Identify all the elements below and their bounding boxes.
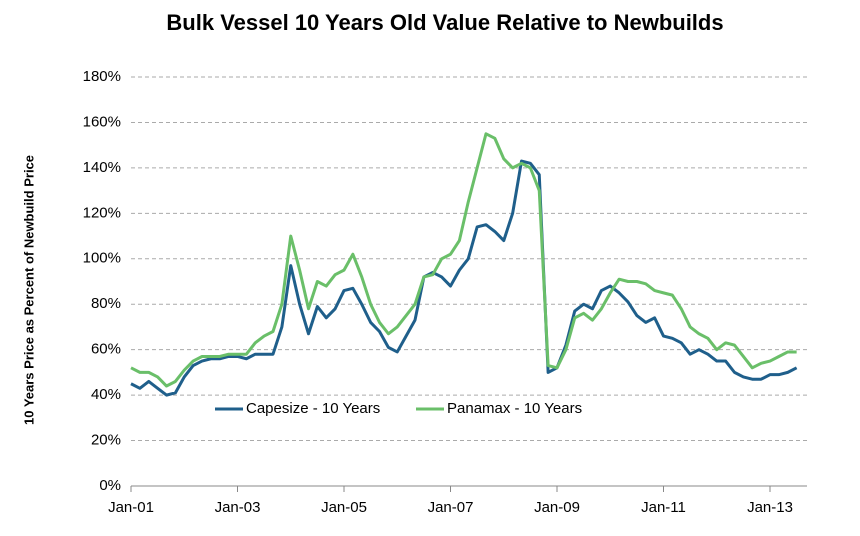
- y-tick-label: 180%: [83, 68, 121, 85]
- x-tick-label: Jan-05: [321, 499, 367, 516]
- x-tick-label: Jan-01: [108, 499, 154, 516]
- x-tick-label: Jan-11: [641, 499, 686, 516]
- chart-title: Bulk Vessel 10 Years Old Value Relative …: [166, 10, 723, 35]
- legend-label: Capesize - 10 Years: [246, 400, 380, 417]
- series-line: [130, 159, 798, 397]
- y-tick-label: 160%: [83, 113, 121, 130]
- y-tick-label: 60%: [91, 341, 121, 358]
- legend-label: Panamax - 10 Years: [447, 400, 582, 417]
- y-tick-label: 40%: [91, 386, 121, 403]
- y-tick-label: 140%: [83, 159, 121, 176]
- x-tick-label: Jan-09: [534, 499, 580, 516]
- y-tick-label: 20%: [91, 432, 121, 449]
- y-axis-label: 10 Years Price as Percent of Newbuild Pr…: [21, 155, 36, 425]
- x-tick-label: Jan-07: [428, 499, 474, 516]
- y-tick-label: 100%: [83, 250, 121, 267]
- x-tick-label: Jan-03: [215, 499, 261, 516]
- y-tick-label: 0%: [99, 477, 121, 494]
- y-tick-label: 120%: [83, 204, 121, 221]
- x-tick-label: Jan-13: [747, 499, 793, 516]
- y-tick-label: 80%: [91, 295, 121, 312]
- series-line: [130, 132, 797, 388]
